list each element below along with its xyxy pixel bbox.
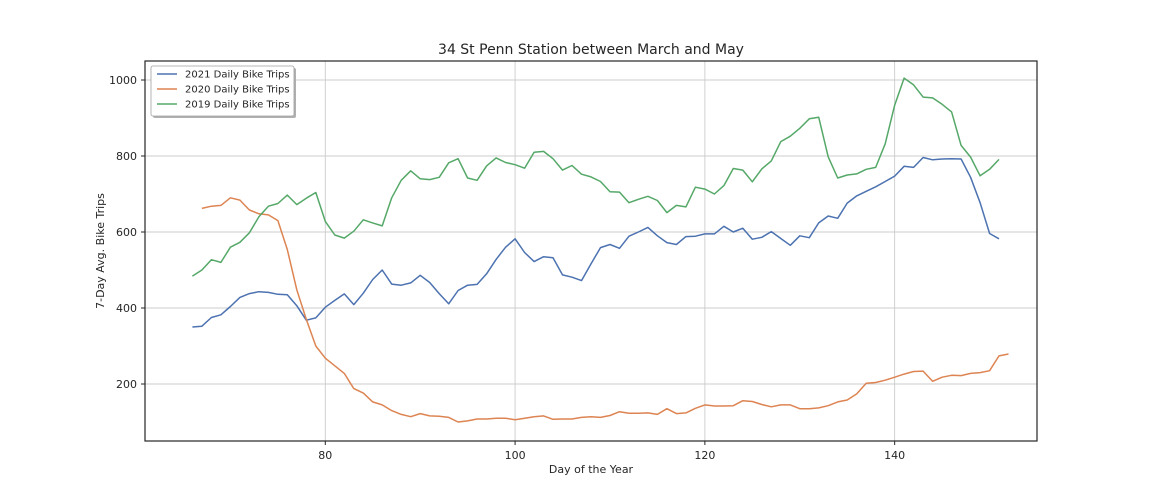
- axis-ticks: 80 100 120 140 200 400 600 800 1000: [109, 74, 905, 462]
- y-tick-label: 200: [116, 378, 137, 391]
- chart-title: 34 St Penn Station between March and May: [438, 42, 744, 58]
- series-line-1: [192, 156, 1000, 328]
- plot-frame: [144, 60, 1038, 442]
- x-tick-label: 100: [505, 449, 526, 462]
- y-tick-label: 600: [116, 226, 137, 239]
- x-axis-label: Day of the Year: [549, 463, 634, 476]
- legend-box: [150, 65, 295, 117]
- y-axis-label: 7-Day Avg. Bike Trips: [94, 193, 107, 309]
- series-line-2: [201, 197, 1009, 423]
- series-line-3: [191, 77, 1000, 277]
- series-lines: [191, 77, 1009, 423]
- legend-label: 2020 Daily Bike Trips: [185, 85, 290, 96]
- legend-label: 2021 Daily Bike Trips: [185, 70, 290, 81]
- x-tick-label: 80: [318, 449, 332, 462]
- y-tick-label: 1000: [109, 74, 137, 87]
- y-tick-label: 800: [116, 150, 137, 163]
- x-tick-label: 120: [694, 449, 715, 462]
- x-tick-label: 140: [884, 449, 905, 462]
- y-tick-label: 400: [116, 302, 137, 315]
- legend: 2021 Daily Bike Trips 2020 Daily Bike Tri…: [150, 65, 296, 118]
- legend-label: 2019 Daily Bike Trips: [185, 100, 290, 111]
